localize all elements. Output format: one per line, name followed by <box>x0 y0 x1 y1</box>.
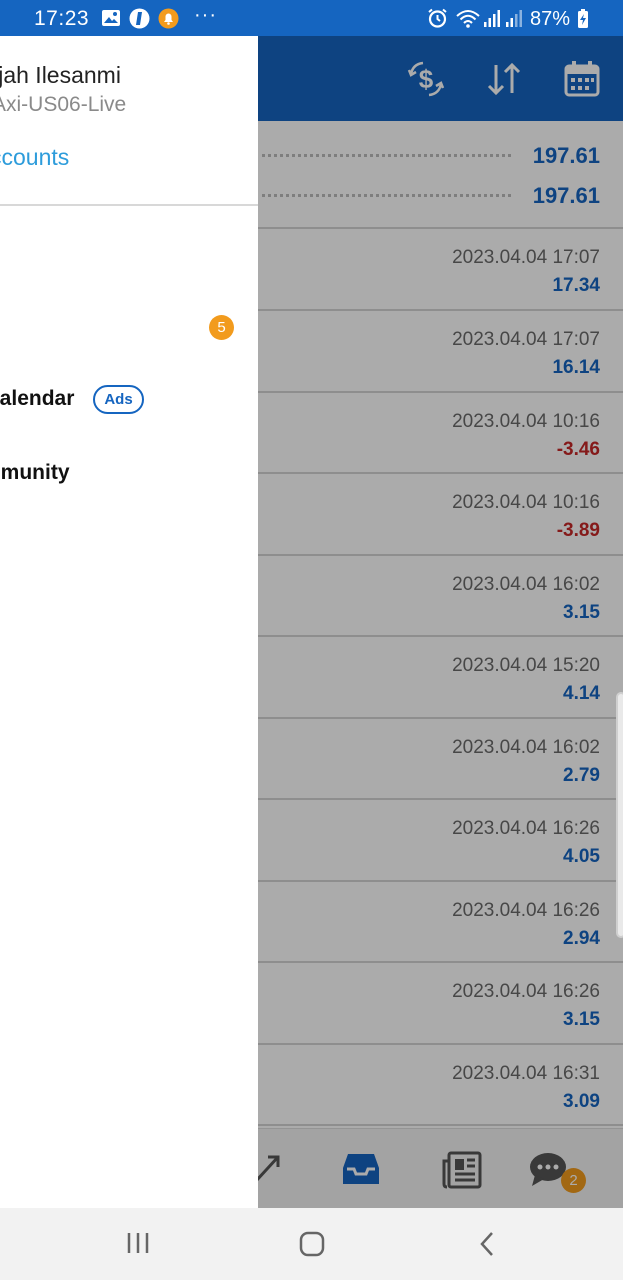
trade-date: 2023.04.04 16:26 <box>452 818 600 839</box>
trade-profit: 16.14 <box>552 357 600 378</box>
chat-unread-badge: 2 <box>561 1168 586 1193</box>
battery-charging-icon <box>578 9 588 28</box>
trade-row[interactable]: 2023.04.04 17:07 17.34 <box>0 227 623 308</box>
history-inbox-icon[interactable] <box>342 1151 380 1187</box>
summary-row: 197.61 <box>0 135 623 175</box>
signal-icon <box>484 10 500 27</box>
trade-date: 2023.04.04 16:26 <box>452 981 600 1002</box>
signal-2-icon <box>506 10 522 27</box>
scroll-edge-handle[interactable] <box>616 692 623 938</box>
manage-accounts-link[interactable]: ccounts <box>0 144 70 170</box>
trade-date: 2023.04.04 16:02 <box>452 574 600 595</box>
trade-profit: -3.89 <box>556 520 600 541</box>
summary-value: 197.61 <box>532 143 600 168</box>
summary-value: 197.61 <box>532 183 600 208</box>
list-divider <box>0 1124 623 1126</box>
trade-row[interactable]: 2023.04.04 10:16 -3.46 <box>0 391 623 472</box>
status-bar: 17:23 ··· 87% <box>0 0 623 36</box>
trade-profit: 3.09 <box>563 1091 600 1112</box>
trade-date: 2023.04.04 10:16 <box>452 411 600 432</box>
trade-profit: 4.05 <box>563 846 600 867</box>
dotted-leader <box>262 154 511 157</box>
trade-row[interactable]: 2023.04.04 16:26 3.15 <box>0 961 623 1042</box>
more-notifications-icon: ··· <box>194 4 217 26</box>
drawer-item-community[interactable]: mmunity <box>0 461 70 484</box>
trade-profit: 17.34 <box>552 275 600 296</box>
sort-icon[interactable] <box>486 61 522 97</box>
news-icon[interactable] <box>442 1151 482 1189</box>
trade-row[interactable]: 2023.04.04 16:26 4.05 <box>0 798 623 879</box>
account-user-name: lijah Ilesanmi <box>0 62 121 88</box>
trade-profit: 2.79 <box>563 765 600 786</box>
trade-profit: 3.15 <box>563 602 600 623</box>
trade-row[interactable]: 2023.04.04 10:16 -3.89 <box>0 472 623 553</box>
trade-date: 2023.04.04 10:16 <box>452 492 600 513</box>
trade-row[interactable]: 2023.04.04 16:02 3.15 <box>0 554 623 635</box>
gallery-icon <box>102 10 120 26</box>
status-time: 17:23 <box>34 7 90 30</box>
calendar-icon[interactable] <box>563 60 601 98</box>
battery-percent: 87% <box>530 8 571 30</box>
trade-profit: 3.15 <box>563 1009 600 1030</box>
trade-date: 2023.04.04 16:31 <box>452 1063 600 1084</box>
wifi-icon <box>456 10 480 28</box>
svg-text:$: $ <box>419 64 434 94</box>
dotted-leader <box>262 194 511 197</box>
summary-row: 197.61 <box>0 175 623 215</box>
bell-notification-icon <box>158 8 179 29</box>
trade-date: 2023.04.04 15:20 <box>452 655 600 676</box>
mailbox-unread-badge: 5 <box>209 315 234 340</box>
trade-row[interactable]: 2023.04.04 16:02 2.79 <box>0 717 623 798</box>
app-notification-icon <box>129 8 150 29</box>
recent-apps-icon[interactable] <box>125 1230 151 1256</box>
trade-date: 2023.04.04 17:07 <box>452 329 600 350</box>
system-nav-bar <box>0 1208 623 1280</box>
trade-date: 2023.04.04 16:26 <box>452 900 600 921</box>
home-icon[interactable] <box>298 1230 326 1258</box>
trade-row[interactable]: 2023.04.04 15:20 4.14 <box>0 635 623 716</box>
currency-exchange-icon[interactable]: $ <box>407 60 445 98</box>
drawer-divider <box>0 204 258 206</box>
drawer-item-economic-calendar[interactable]: calendar <box>0 387 75 410</box>
trade-profit: 2.94 <box>563 928 600 949</box>
trade-profit: 4.14 <box>563 683 600 704</box>
trade-icon[interactable] <box>254 1151 282 1185</box>
chat-icon[interactable] <box>529 1151 569 1187</box>
navigation-drawer: lijah Ilesanmi Axi-US06-Live ccounts 5 c… <box>0 36 258 1208</box>
trade-date: 2023.04.04 16:02 <box>452 737 600 758</box>
ads-badge: Ads <box>93 385 144 414</box>
trade-row[interactable]: 2023.04.04 17:07 16.14 <box>0 309 623 390</box>
trade-profit: -3.46 <box>556 439 600 460</box>
alarm-icon <box>428 8 447 28</box>
account-server: Axi-US06-Live <box>0 93 127 116</box>
trade-row[interactable]: 2023.04.04 16:31 3.09 <box>0 1043 623 1124</box>
trade-date: 2023.04.04 17:07 <box>452 247 600 268</box>
back-icon[interactable] <box>476 1230 498 1258</box>
trade-row[interactable]: 2023.04.04 16:26 2.94 <box>0 880 623 961</box>
